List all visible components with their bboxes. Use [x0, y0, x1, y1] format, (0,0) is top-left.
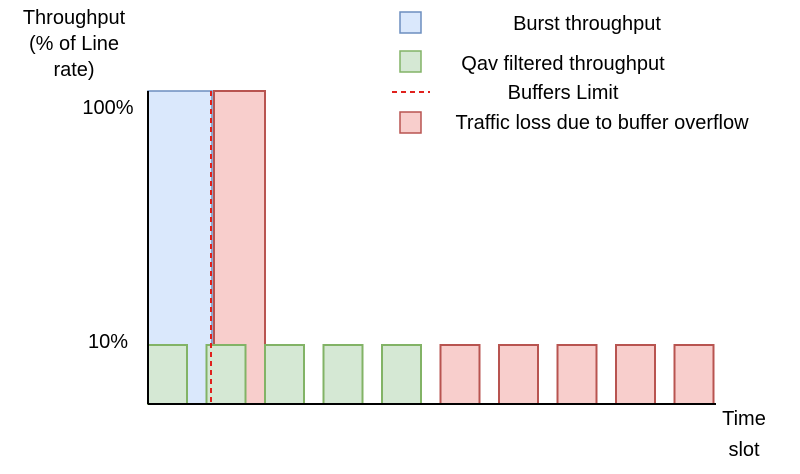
- legend-label-loss: Traffic loss due to buffer overflow: [455, 112, 749, 134]
- loss-slot-block: [615, 344, 656, 405]
- legend-swatch-filtered: [399, 50, 422, 73]
- legend-swatch-loss: [399, 111, 422, 134]
- loss-slot-block: [556, 344, 598, 405]
- legend: Burst throughput Qav filtered throughput…: [392, 11, 749, 134]
- tick-label-10: 10%: [88, 331, 128, 353]
- filtered-slot-block: [381, 344, 422, 405]
- filtered-slot-block: [147, 344, 188, 405]
- time-slot-blocks: [147, 344, 715, 405]
- y-axis-label-line-1: Throughput: [23, 7, 126, 29]
- legend-swatch-burst: [399, 11, 422, 34]
- filtered-slot-block: [264, 344, 305, 405]
- filtered-slot-block: [322, 344, 364, 405]
- x-axis-label-line-1: Time: [722, 408, 766, 430]
- legend-label-burst: Burst throughput: [513, 13, 661, 35]
- loss-slot-block: [439, 344, 481, 405]
- x-axis-label-line-2: slot: [728, 439, 760, 461]
- loss-slot-block: [498, 344, 539, 405]
- filtered-slot-block: [205, 344, 247, 405]
- y-axis-label-line-3: rate): [53, 59, 94, 81]
- legend-label-buffer-limit: Buffers Limit: [508, 82, 619, 104]
- y-axis-label-line-2: (% of Line: [29, 33, 119, 55]
- legend-label-filtered: Qav filtered throughput: [461, 53, 665, 75]
- tick-label-100: 100%: [82, 97, 133, 119]
- loss-slot-block: [673, 344, 715, 405]
